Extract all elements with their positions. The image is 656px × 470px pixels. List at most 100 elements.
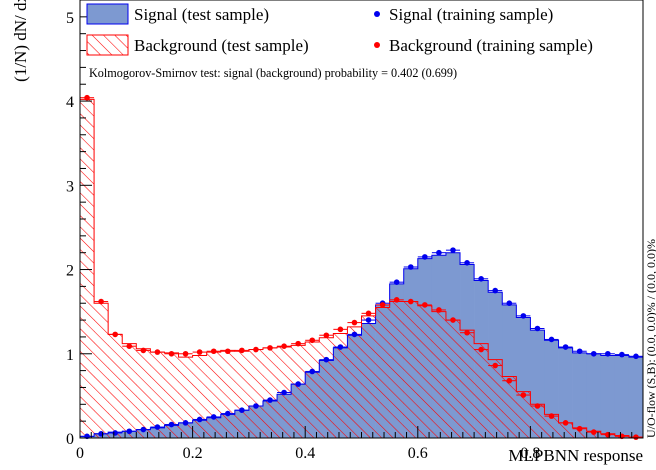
background-training-point (379, 302, 386, 308)
background-test-histogram (80, 99, 643, 438)
signal-training-point (351, 331, 358, 338)
signal-training-point (168, 421, 175, 428)
signal-training-point (605, 350, 611, 357)
signal-training-point (253, 403, 259, 409)
signal-test-bar (614, 355, 630, 438)
legend-signal-train-marker (374, 11, 380, 17)
signal-training-point (407, 264, 414, 270)
background-test-bar (305, 341, 320, 438)
background-training-point (605, 431, 611, 438)
signal-training-point (393, 279, 400, 285)
signal-test-bar (628, 357, 643, 438)
background-training-point (422, 302, 428, 308)
y-tick-label: 5 (66, 10, 74, 27)
background-test-bar (572, 427, 587, 438)
background-test-bar (488, 359, 503, 438)
signal-training-point (633, 353, 639, 360)
background-test-bar (178, 357, 193, 438)
background-training-point (436, 307, 442, 313)
background-test-bar (445, 320, 461, 438)
background-test-bar (108, 334, 123, 438)
background-training-point (239, 347, 245, 354)
signal-training-point (98, 430, 104, 437)
signal-training-point (323, 356, 330, 363)
background-training-point (548, 413, 555, 419)
signal-training-point (464, 260, 470, 266)
signal-test-bar (572, 352, 587, 438)
plot-area (79, 0, 644, 440)
background-test-bar (530, 404, 545, 438)
signal-training-point (196, 416, 203, 423)
x-tick-label: 0.4 (295, 445, 315, 462)
background-training-point (534, 403, 541, 409)
legend-background-train-label: Background (training sample) (389, 36, 593, 55)
background-test-bar (544, 414, 559, 438)
signal-test-bar (544, 340, 559, 438)
x-tick-label: 0.6 (408, 445, 428, 462)
background-training-point (196, 349, 203, 355)
legend-signal-test-label: Signal (test sample) (134, 5, 269, 24)
background-test-bar (150, 352, 165, 438)
signal-training-point (506, 300, 513, 307)
signal-training-point (239, 407, 245, 414)
background-test-bar (136, 348, 151, 438)
signal-training-point (534, 325, 541, 332)
legend: Signal (test sample) Signal (training sa… (86, 3, 593, 80)
background-test-bar (206, 352, 222, 438)
background-training-point (464, 329, 470, 336)
background-training-point (407, 298, 414, 305)
signal-training-points (80, 247, 643, 440)
y-tick-label: 0 (66, 431, 74, 448)
signal-training-point (182, 420, 189, 426)
signal-training-point (210, 414, 217, 420)
background-training-points (80, 94, 643, 440)
background-training-point (210, 348, 217, 355)
signal-training-point (436, 249, 442, 256)
background-test-bar (234, 351, 250, 438)
signal-training-point (520, 313, 527, 319)
background-training-point (126, 343, 133, 349)
background-training-point (84, 94, 90, 101)
signal-training-point (224, 410, 231, 417)
background-test-bar (417, 305, 433, 438)
background-test-bar (347, 326, 362, 438)
signal-training-point (295, 381, 301, 387)
background-test-bar (262, 347, 278, 438)
y-axis-label: (1/N) dN/ dx (11, 0, 30, 82)
background-training-point (281, 343, 287, 349)
signal-training-point (112, 430, 118, 436)
y-tick-label: 2 (66, 263, 74, 280)
background-training-point (492, 362, 499, 369)
signal-training-point (422, 254, 428, 260)
signal-training-point (562, 344, 569, 350)
signal-training-point (619, 351, 625, 358)
background-test-bar (94, 303, 109, 438)
background-test-bar (319, 337, 334, 438)
background-training-point (351, 319, 358, 326)
background-training-point (224, 348, 231, 355)
x-axis-label: MLPBNN response (508, 446, 643, 465)
background-training-point (506, 377, 513, 384)
signal-training-point (590, 350, 597, 357)
legend-signal-test-swatch (86, 3, 129, 25)
background-test-bar (361, 315, 376, 438)
background-training-point (140, 347, 147, 354)
background-training-point (267, 345, 273, 351)
signal-training-point (478, 276, 484, 282)
legend-background-train-marker (374, 42, 380, 48)
background-training-point (633, 434, 639, 440)
background-test-bar (291, 345, 306, 438)
background-training-point (590, 429, 597, 435)
background-training-point (478, 346, 484, 353)
background-test-bar (502, 376, 517, 438)
background-test-bar (220, 350, 236, 438)
signal-training-point (281, 389, 287, 396)
signal-training-point (576, 348, 583, 355)
background-test-bar (248, 349, 264, 438)
background-test-bar (164, 352, 179, 438)
legend-background-test-label: Background (test sample) (134, 36, 309, 55)
background-training-point (393, 297, 400, 303)
background-training-point (112, 331, 118, 338)
signal-test-bar (586, 353, 602, 438)
